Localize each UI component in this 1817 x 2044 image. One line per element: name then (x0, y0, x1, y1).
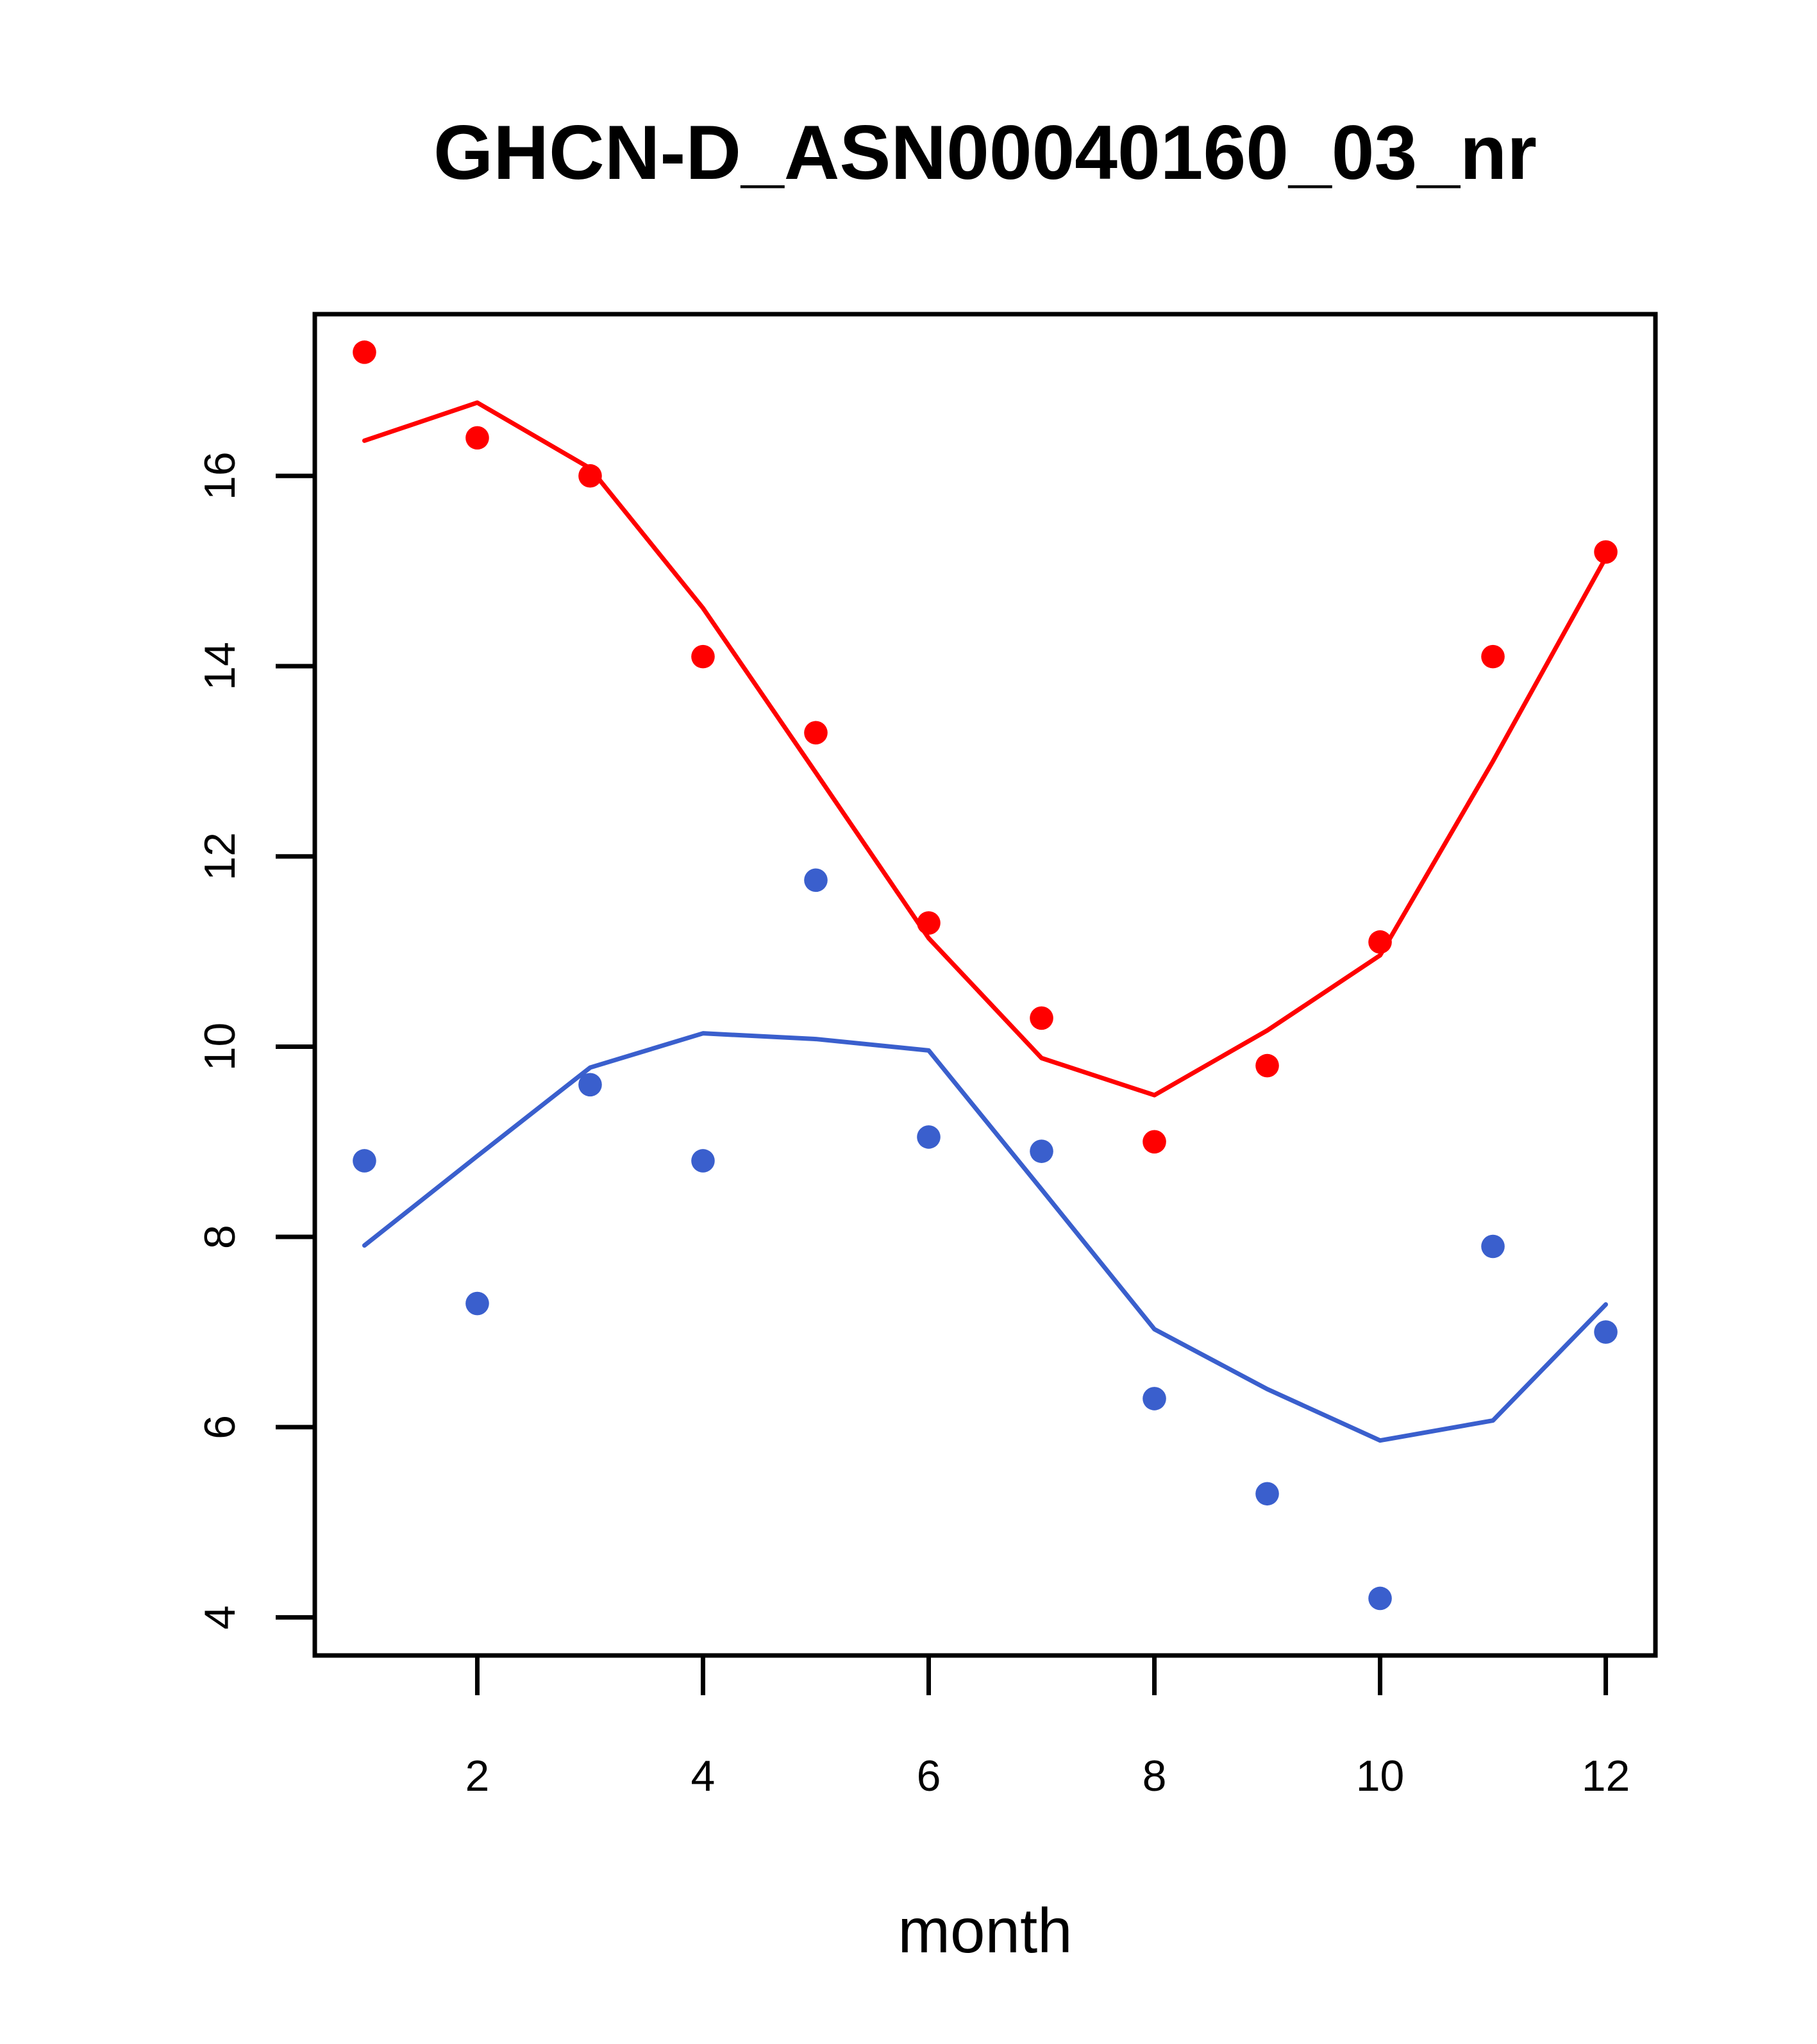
svg-text:14: 14 (196, 642, 244, 691)
svg-text:16: 16 (196, 451, 244, 500)
svg-text:month: month (898, 1895, 1072, 1966)
svg-text:12: 12 (196, 832, 244, 881)
svg-text:8: 8 (196, 1225, 244, 1249)
svg-text:4: 4 (691, 1752, 716, 1800)
svg-text:12: 12 (1582, 1752, 1630, 1800)
svg-text:6: 6 (917, 1752, 941, 1800)
svg-text:10: 10 (1356, 1752, 1405, 1800)
svg-text:10: 10 (196, 1023, 244, 1071)
svg-text:2: 2 (465, 1752, 490, 1800)
svg-text:GHCN-D_ASN00040160_03_nr: GHCN-D_ASN00040160_03_nr (433, 110, 1537, 196)
svg-text:8: 8 (1143, 1752, 1167, 1800)
svg-text:4: 4 (196, 1605, 244, 1630)
svg-text:6: 6 (196, 1415, 244, 1439)
